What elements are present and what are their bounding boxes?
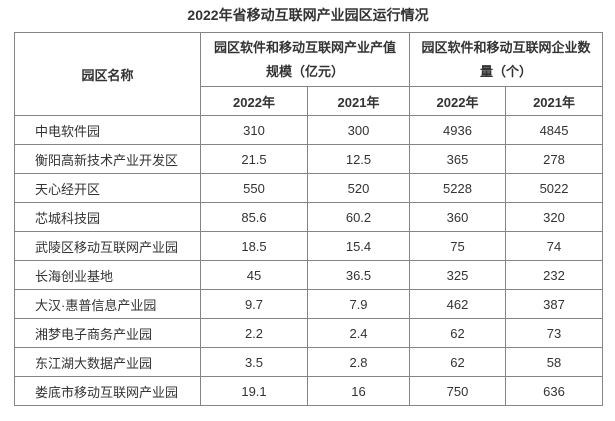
value-cell: 325 [409,260,507,290]
value-cell: 21.5 [200,144,308,174]
value-cell: 2.4 [306,318,411,348]
value-cell: 36.5 [306,260,411,290]
value-cell: 5228 [409,173,507,203]
year-header-count-2022: 2022年 [409,86,507,116]
table-row: 娄底市移动互联网产业园 19.1 16 750 636 [14,376,604,406]
year-header-output-2022: 2022年 [200,86,308,116]
value-cell: 4936 [409,115,507,145]
value-cell: 360 [409,202,507,232]
value-cell: 12.5 [306,144,411,174]
table-title: 2022年省移动互联网产业园区运行情况 [187,7,429,23]
value-cell: 85.6 [200,202,308,232]
table-row: 武陵区移动互联网产业园 18.5 15.4 75 74 [14,231,604,261]
group-header-output-scale: 园区软件和移动互联网产业产值规模（亿元） [199,32,411,87]
park-name-cell: 芯城科技园 [14,202,201,232]
value-cell: 62 [409,318,507,348]
group-header-enterprise-count: 园区软件和移动互联网企业数量（个） [409,32,604,87]
value-cell: 310 [200,115,308,145]
park-name-cell: 湘梦电子商务产业园 [14,318,201,348]
value-cell: 278 [505,144,604,174]
value-cell: 520 [306,173,411,203]
value-cell: 15.4 [306,231,411,261]
value-cell: 636 [505,376,604,406]
value-cell: 75 [409,231,507,261]
value-cell: 4845 [505,115,604,145]
park-name-cell: 中电软件园 [14,115,201,145]
table-row: 湘梦电子商务产业园 2.2 2.4 62 73 [14,318,604,348]
park-name-cell: 天心经开区 [14,173,201,203]
value-cell: 320 [505,202,604,232]
table-row: 中电软件园 310 300 4936 4845 [14,115,604,145]
park-name-cell: 武陵区移动互联网产业园 [14,231,201,261]
table-row: 东江湖大数据产业园 3.5 2.8 62 58 [14,347,604,377]
header-row-years: 2022年 2021年 2022年 2021年 [15,86,604,116]
value-cell: 5022 [505,173,604,203]
header-row-groups: 园区名称 园区软件和移动互联网产业产值规模（亿元） 园区软件和移动互联网企业数量… [14,32,604,116]
table-header: 园区名称 园区软件和移动互联网产业产值规模（亿元） 园区软件和移动互联网企业数量… [14,32,604,116]
table-row: 芯城科技园 85.6 60.2 360 320 [14,202,604,232]
table-row: 长海创业基地 45 36.5 325 232 [14,260,604,290]
value-cell: 232 [505,260,604,290]
table-row: 大汉·惠普信息产业园 9.7 7.9 462 387 [14,289,604,319]
value-cell: 60.2 [306,202,411,232]
park-name-cell: 大汉·惠普信息产业园 [14,289,201,319]
year-header-count-2021: 2021年 [505,86,604,116]
table-row: 天心经开区 550 520 5228 5022 [14,173,604,203]
value-cell: 7.9 [306,289,411,319]
industry-parks-table: 园区名称 园区软件和移动互联网产业产值规模（亿元） 园区软件和移动互联网企业数量… [14,32,604,406]
park-name-cell: 娄底市移动互联网产业园 [14,376,201,406]
value-cell: 550 [200,173,308,203]
value-cell: 462 [409,289,507,319]
year-header-output-2021: 2021年 [306,86,411,116]
value-cell: 45 [200,260,308,290]
report-container: 2022年省移动互联网产业园区运行情况 园区名称 园区软件和移动互联网产业产值规… [14,7,604,406]
value-cell: 9.7 [200,289,308,319]
value-cell: 365 [409,144,507,174]
value-cell: 387 [505,289,604,319]
value-cell: 73 [505,318,604,348]
value-cell: 2.2 [200,318,308,348]
park-name-cell: 东江湖大数据产业园 [14,347,201,377]
value-cell: 3.5 [200,347,308,377]
park-name-cell: 长海创业基地 [14,260,201,290]
table-row: 衡阳高新技术产业开发区 21.5 12.5 365 278 [14,144,604,174]
value-cell: 2.8 [306,347,411,377]
value-cell: 58 [505,347,604,377]
value-cell: 74 [505,231,604,261]
value-cell: 62 [409,347,507,377]
value-cell: 300 [306,115,411,145]
value-cell: 19.1 [200,376,308,406]
park-name-cell: 衡阳高新技术产业开发区 [14,144,201,174]
value-cell: 18.5 [200,231,308,261]
value-cell: 750 [409,376,507,406]
value-cell: 16 [306,376,411,406]
table-body: 中电软件园 310 300 4936 4845 衡阳高新技术产业开发区 21.5… [14,115,604,406]
column-header-park-name: 园区名称 [14,32,201,116]
